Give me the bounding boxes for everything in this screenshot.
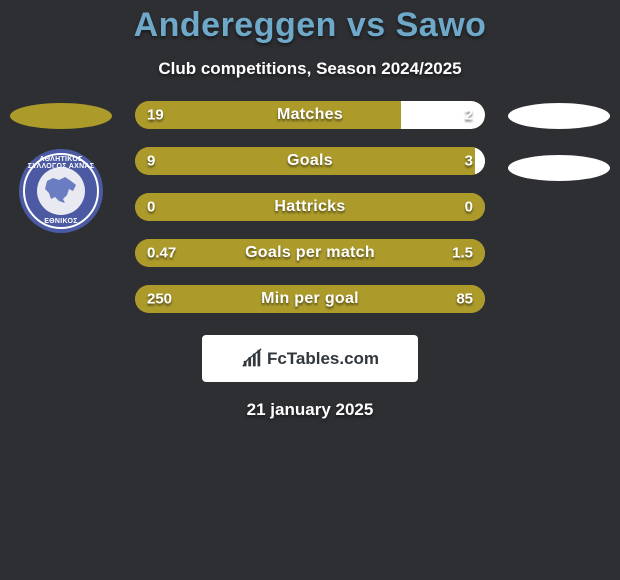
comparison-card: Andereggen vs Sawo Club competitions, Se… [0,0,620,580]
stat-label: Min per goal [135,290,485,308]
stat-row: 9Goals3 [135,147,485,175]
right-player-marker-1 [508,103,610,129]
content-area: ΑΘΛΗΤΙΚΟΣ ΣΥΛΛΟΓΟΣ ΑΧΝΑΣ ΕΘΝΙΚΟΣ 19Match… [0,101,620,420]
left-club-badge: ΑΘΛΗΤΙΚΟΣ ΣΥΛΛΟΓΟΣ ΑΧΝΑΣ ΕΘΝΙΚΟΣ [19,149,103,233]
page-title: Andereggen vs Sawo [0,0,620,45]
stat-right-value: 1.5 [452,245,473,262]
right-player-marker-2 [508,155,610,181]
right-player-column [504,101,614,181]
stat-right-value: 0 [465,199,473,216]
stat-label: Goals [135,152,485,170]
bar-chart-icon [241,348,263,370]
stat-right-value: 3 [465,153,473,170]
badge-bottom-text-span: ΕΘΝΙΚΟΣ [44,218,78,225]
greece-map-icon [43,175,79,205]
brand-text: FcTables.com [267,349,379,369]
stat-label: Hattricks [135,198,485,216]
stat-rows: 19Matches2 9Goals3 0Hattricks0 0.47Goals pe… [135,101,485,313]
stat-right-value: 2 [465,107,473,124]
badge-top-text-span: ΑΘΛΗΤΙΚΟΣ ΣΥΛΛΟΓΟΣ ΑΧΝΑΣ [28,156,95,170]
left-player-marker [10,103,112,129]
footer-date: 21 january 2025 [0,400,620,420]
stat-label: Goals per match [135,244,485,262]
stat-row: 250Min per goal85 [135,285,485,313]
stat-row: 19Matches2 [135,101,485,129]
stat-row: 0.47Goals per match1.5 [135,239,485,267]
badge-top-text: ΑΘΛΗΤΙΚΟΣ ΣΥΛΛΟΓΟΣ ΑΧΝΑΣ [19,156,103,170]
badge-bottom-text: ΕΘΝΙΚΟΣ [19,218,103,225]
left-player-column: ΑΘΛΗΤΙΚΟΣ ΣΥΛΛΟΓΟΣ ΑΧΝΑΣ ΕΘΝΙΚΟΣ [6,101,116,233]
page-subtitle: Club competitions, Season 2024/2025 [0,59,620,79]
stat-label: Matches [135,106,485,124]
stat-right-value: 85 [456,291,473,308]
stat-row: 0Hattricks0 [135,193,485,221]
brand-box[interactable]: FcTables.com [202,335,418,382]
